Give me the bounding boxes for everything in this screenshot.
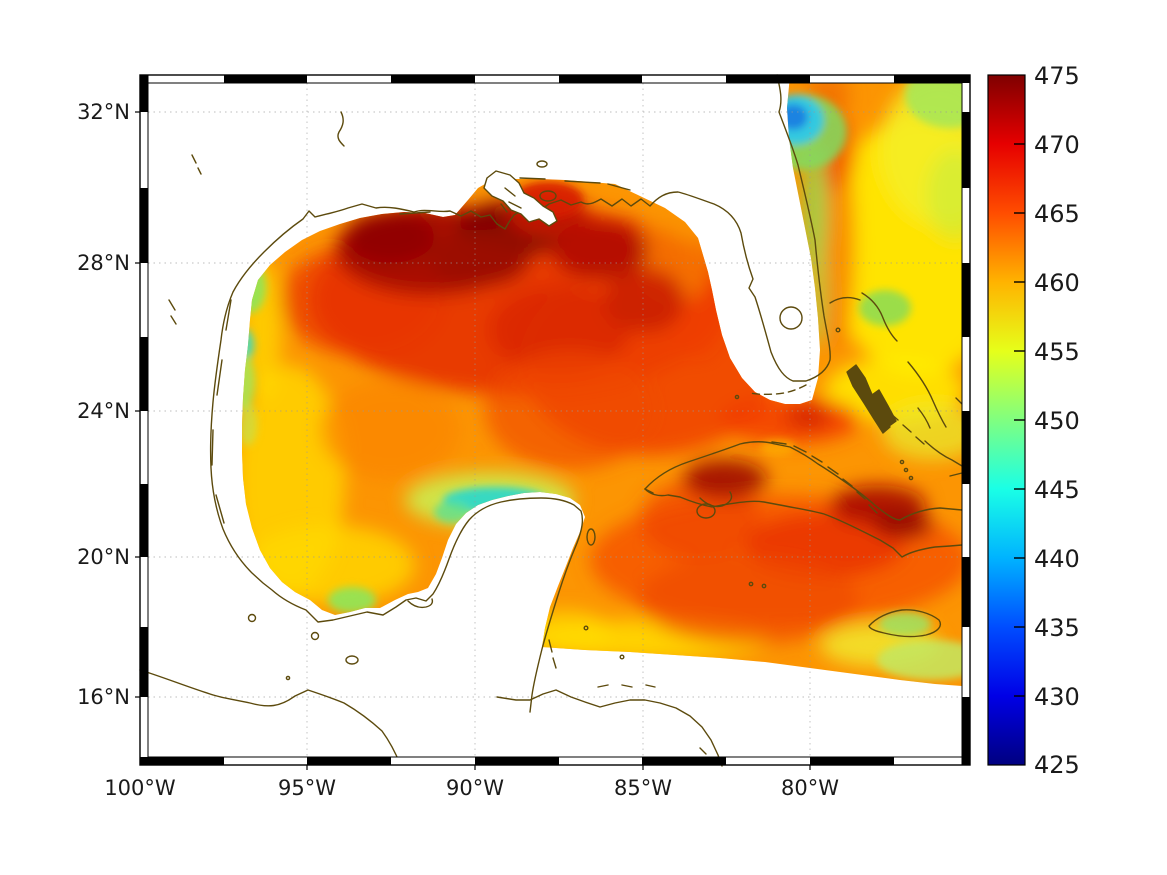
colorbar-tick-label: 470 — [1034, 131, 1080, 159]
grid-lines — [148, 83, 962, 757]
y-tick-label: 28°N — [77, 251, 130, 275]
coast-mississippi-delta — [483, 170, 558, 227]
coast-isla-juventud — [696, 503, 716, 519]
colorbar-tick-label: 425 — [1034, 751, 1080, 779]
colorbar-tick-label: 450 — [1034, 407, 1080, 435]
x-tick-label: 85°W — [614, 776, 672, 800]
colorbar-tick-label: 465 — [1034, 200, 1080, 228]
coast-cozumel — [586, 528, 596, 546]
coast-honduras — [496, 689, 723, 767]
coast-florida-keys — [749, 384, 807, 396]
y-tick-label: 32°N — [77, 100, 130, 124]
x-tick-label: 100°W — [104, 776, 176, 800]
x-axis: 100°W 95°W 90°W 85°W 80°W — [104, 776, 839, 800]
x-tick-label: 80°W — [781, 776, 839, 800]
coast-mainland — [209, 74, 831, 713]
y-tick-label: 20°N — [77, 545, 130, 569]
colorbar: 475 470 465 460 455 450 445 440 435 430 … — [987, 62, 1080, 779]
y-tick-label: 16°N — [77, 685, 130, 709]
y-tick-label: 24°N — [77, 399, 130, 423]
coast-cuba-north — [644, 441, 963, 521]
colorbar-tick-label: 445 — [1034, 476, 1080, 504]
y-axis: 32°N 28°N 24°N 20°N 16°N — [77, 100, 130, 709]
colorbar-labels: 475 470 465 460 455 450 445 440 435 430 … — [1034, 62, 1080, 779]
colorbar-tick-label: 430 — [1034, 683, 1080, 711]
colorbar-tick-label: 455 — [1034, 338, 1080, 366]
coast-cuba-cays — [771, 441, 878, 514]
coastlines — [139, 74, 963, 767]
x-tick-label: 90°W — [446, 776, 504, 800]
colorbar-ticks — [1014, 143, 1025, 697]
colorbar-tick-label: 475 — [1034, 62, 1080, 90]
coast-cuba-south — [644, 488, 963, 558]
coast-pacific — [139, 669, 401, 765]
map-frame — [135, 74, 971, 770]
x-tick-label: 95°W — [278, 776, 336, 800]
colorbar-tick-label: 460 — [1034, 269, 1080, 297]
colorbar-tick-label: 435 — [1034, 614, 1080, 642]
colorbar-tick-label: 440 — [1034, 545, 1080, 573]
coast-jamaica — [868, 609, 942, 638]
coast-lake-okeechobee — [779, 306, 803, 330]
